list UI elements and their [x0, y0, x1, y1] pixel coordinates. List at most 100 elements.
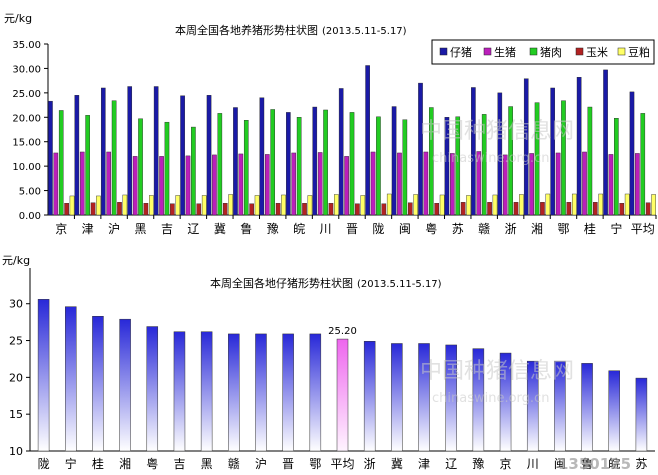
- bar-闽-仔猪: [391, 106, 397, 216]
- bar-陇-仔猪: [365, 65, 370, 216]
- chart-title-date: (2013.5.11-5.17): [357, 279, 442, 290]
- bar-冀-玉米: [222, 203, 228, 216]
- x-tick-label: 闽: [554, 457, 566, 471]
- bar-鲁: [581, 363, 593, 452]
- legend-label: 豆粕: [628, 45, 650, 59]
- y-axis-unit: 元/kg: [2, 254, 30, 267]
- bar-苏-仔猪: [444, 117, 450, 216]
- bar-川-生猪: [317, 152, 323, 216]
- chart-title: 本周全国各地养猪形势柱状图 (2013.5.11-5.17): [175, 23, 407, 37]
- bar-京-仔猪: [48, 100, 53, 216]
- bar-黑-猪肉: [138, 118, 143, 216]
- bar-黑-豆粕: [149, 195, 154, 216]
- bar-桂-豆粕: [598, 193, 604, 216]
- bar-宁-玉米: [619, 203, 625, 216]
- x-tick-label: 宁: [65, 456, 77, 471]
- watermark-corner-code: 1350125: [558, 455, 631, 473]
- bar-京-豆粕: [69, 195, 75, 216]
- bar-赣-豆粕: [492, 194, 498, 216]
- bar-湘: [119, 318, 131, 452]
- bar-黑-生猪: [132, 156, 138, 216]
- x-tick-label: 晋: [282, 457, 294, 471]
- bar-粤-生猪: [423, 151, 429, 216]
- bar-晋-豆粕: [360, 195, 366, 216]
- bar-吉-仔猪: [153, 86, 159, 216]
- bar-鄂-玉米: [566, 202, 572, 216]
- bar-豫-生猪: [265, 154, 270, 216]
- legend-label: 猪肉: [540, 46, 562, 59]
- bar-津-豆粕: [96, 195, 101, 216]
- bar-黑-仔猪: [127, 86, 133, 216]
- bar-浙-玉米: [513, 202, 519, 216]
- chart-title: 本周全国各地仔猪形势柱状图 (2013.5.11-5.17): [210, 276, 442, 290]
- bar-冀-猪肉: [217, 113, 223, 216]
- bar-浙: [363, 341, 376, 452]
- bar-鄂-猪肉: [561, 100, 566, 216]
- x-tick-label: 京: [55, 222, 67, 236]
- chart-title-date: (2013.5.11-5.17): [322, 26, 407, 37]
- bar-浙-仔猪: [497, 92, 503, 216]
- bar-陇-豆粕: [386, 193, 392, 216]
- bar-川: [526, 360, 539, 452]
- bar-陇: [37, 299, 50, 452]
- bar-桂-生猪: [582, 151, 587, 216]
- bar-粤-玉米: [434, 203, 440, 216]
- x-tick-label: 桂: [584, 221, 596, 236]
- x-tick-label: 闽: [399, 222, 411, 236]
- bar-沪-猪肉: [111, 100, 117, 216]
- x-tick-label: 辽: [187, 222, 199, 236]
- bar-湘-豆粕: [545, 193, 551, 216]
- legend-label: 玉米: [586, 46, 608, 59]
- bar-皖-豆粕: [307, 195, 313, 216]
- watermark-text: 中国种猪信息网: [420, 119, 574, 144]
- bar-鄂-豆粕: [571, 193, 577, 216]
- y-tick-label: 25.00: [12, 89, 41, 100]
- bar-赣-生猪: [476, 151, 482, 216]
- bar-桂-玉米: [593, 202, 598, 216]
- bar-豫: [472, 348, 485, 452]
- x-tick-label: 苏: [452, 222, 464, 236]
- bar-鲁-豆粕: [254, 195, 260, 216]
- watermark-url: chinaswine.org.cn: [432, 151, 549, 166]
- bar-闽-猪肉: [402, 119, 408, 216]
- bar-平均: [336, 338, 349, 452]
- bar-沪-玉米: [117, 202, 122, 216]
- y-tick-label: 20: [9, 371, 23, 384]
- bar-京-猪肉: [58, 110, 64, 216]
- bar-沪-生猪: [106, 151, 111, 216]
- x-tick-label: 沪: [255, 457, 267, 471]
- y-tick-label: 10.00: [12, 162, 41, 173]
- bar-浙-豆粕: [519, 194, 524, 216]
- x-tick-label: 浙: [364, 457, 376, 471]
- bar-鲁-玉米: [249, 203, 254, 216]
- x-tick-label: 平均: [631, 222, 655, 236]
- bar-宁-猪肉: [614, 118, 619, 216]
- bar-平均-豆粕: [651, 194, 656, 216]
- bar-赣-猪肉: [481, 114, 487, 216]
- x-tick-label: 皖: [608, 457, 620, 471]
- x-tick-label: 粤: [425, 221, 437, 236]
- bar-辽-生猪: [185, 155, 191, 216]
- bar-沪-仔猪: [100, 87, 106, 216]
- bar-鲁-生猪: [238, 153, 244, 216]
- bar-津-猪肉: [85, 115, 90, 216]
- bar-黑-玉米: [143, 203, 149, 216]
- x-tick-label: 川: [527, 457, 539, 471]
- bar-苏-生猪: [450, 153, 455, 216]
- bar-辽-仔猪: [180, 95, 185, 216]
- legend-swatch-仔猪: [439, 47, 448, 56]
- bar-津-仔猪: [74, 95, 80, 216]
- bar-黑: [200, 331, 213, 452]
- bar-宁-生猪: [608, 154, 614, 216]
- x-tick-label: 赣: [478, 222, 490, 236]
- bar-辽: [445, 344, 457, 452]
- bar-晋-仔猪: [338, 88, 344, 216]
- x-tick-label: 豫: [267, 222, 279, 236]
- bar-豫-豆粕: [281, 194, 286, 216]
- bar-鄂: [309, 333, 322, 452]
- x-tick-label: 皖: [293, 222, 305, 236]
- y-tick-label: 30: [9, 298, 23, 311]
- y-tick-label: 5.00: [19, 187, 41, 198]
- bar-平均-生猪: [635, 153, 640, 216]
- bar-闽: [554, 360, 566, 452]
